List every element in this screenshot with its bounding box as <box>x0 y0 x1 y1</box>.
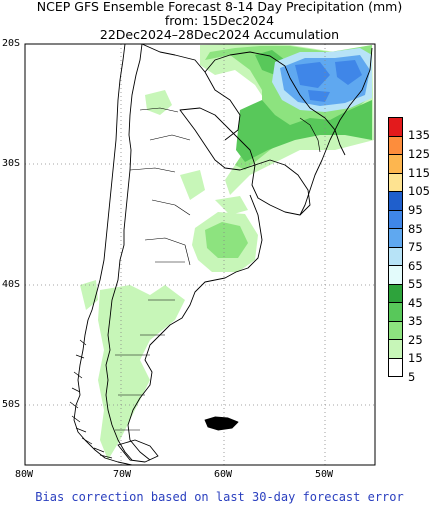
brazil-coast <box>299 47 373 216</box>
lat-label-30s: 30S <box>2 158 21 169</box>
tierra-del-fuego <box>117 439 159 463</box>
legend-swatch-95 <box>388 191 403 211</box>
legend-swatch-115 <box>388 154 403 174</box>
argentina-atlantic-coast <box>127 194 263 461</box>
title-line-3: 22Dec2024–28Dec2024 Accumulation <box>99 27 340 42</box>
legend-swatch-125 <box>388 135 403 155</box>
legend-swatch-15 <box>388 339 403 359</box>
legend-label-135: 135 <box>408 128 430 142</box>
legend-label-115: 115 <box>408 166 430 180</box>
precip-area-15mm-nw <box>145 90 172 115</box>
precip-area-15mm-sw <box>80 280 98 310</box>
legend-label-25: 25 <box>408 333 423 347</box>
legend-label-65: 65 <box>408 259 423 273</box>
map-frame <box>24 43 376 466</box>
lagoon-patos <box>299 117 321 153</box>
legend-label-5: 5 <box>408 370 416 384</box>
precip-area-85mm-c <box>308 90 330 102</box>
lon-label-80w: 80W <box>15 469 34 480</box>
precip-area-25mm-central <box>205 222 248 258</box>
footer-note: Bias correction based on last 30-day for… <box>35 490 404 504</box>
lat-label-50s: 50S <box>2 399 21 410</box>
title-line-2: from: 15Dec2024 <box>164 13 275 28</box>
legend-swatch-45 <box>388 283 403 303</box>
legend-swatch-75 <box>388 228 403 248</box>
lon-label-70w: 70W <box>113 469 132 480</box>
lon-label-60w: 60W <box>214 469 233 480</box>
lon-label-50w: 50W <box>315 469 334 480</box>
precip-area-15mm-patagonia <box>98 285 185 460</box>
uruguay-border <box>251 159 311 216</box>
chile-archipelago <box>69 339 113 459</box>
precip-area-85mm-a <box>295 62 330 88</box>
legend-label-45: 45 <box>408 296 423 310</box>
legend-swatch-55 <box>388 265 403 285</box>
title-line-1: NCEP GFS Ensemble Forecast 8-14 Day Prec… <box>36 0 403 14</box>
legend-swatch-35 <box>388 302 403 322</box>
legend-label-95: 95 <box>408 203 423 217</box>
legend-swatch-25 <box>388 320 403 340</box>
color-legend <box>388 117 403 377</box>
falkland-islands <box>204 416 239 431</box>
lat-label-40s: 40S <box>2 279 21 290</box>
legend-swatch-5 <box>388 357 403 377</box>
legend-label-15: 15 <box>408 351 423 365</box>
legend-label-125: 125 <box>408 147 430 161</box>
legend-swatch-105 <box>388 172 403 192</box>
legend-label-35: 35 <box>408 314 423 328</box>
precip-area-85mm-b <box>335 60 362 85</box>
precip-area-15mm-chaco <box>180 170 205 200</box>
coastlines-and-borders <box>69 43 373 466</box>
precip-area-35mm <box>236 100 372 162</box>
legend-label-75: 75 <box>408 240 423 254</box>
lat-label-20s: 20S <box>2 38 21 49</box>
legend-swatch-135 <box>388 117 403 137</box>
legend-swatch-85 <box>388 209 403 229</box>
legend-label-55: 55 <box>408 277 423 291</box>
bolivia-border <box>141 43 241 141</box>
pacific-coastline <box>73 43 133 466</box>
argentina-provinces <box>115 107 191 431</box>
legend-label-85: 85 <box>408 222 423 236</box>
legend-label-105: 105 <box>408 184 430 198</box>
precip-shading <box>80 44 374 460</box>
chile-argentina-border <box>105 43 143 461</box>
precip-area-15mm-bahia <box>215 196 248 215</box>
legend-swatch-65 <box>388 246 403 266</box>
